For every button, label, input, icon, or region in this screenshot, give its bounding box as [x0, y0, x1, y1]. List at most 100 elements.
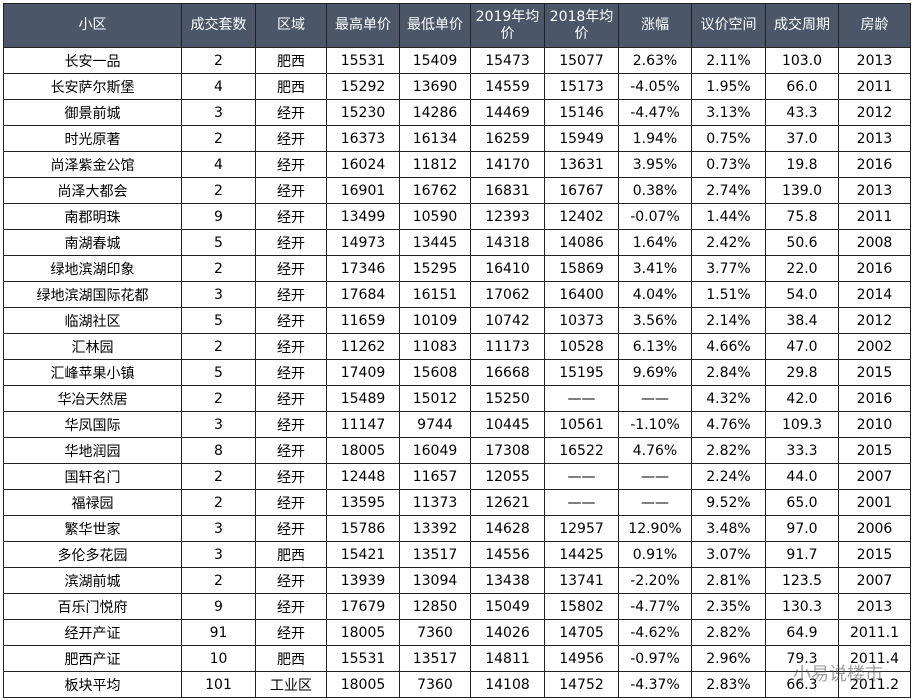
table-cell: 16024: [326, 151, 400, 178]
table-cell: 139.0: [765, 177, 839, 204]
table-cell: -0.07%: [618, 203, 692, 230]
table-cell: 经开: [255, 515, 327, 542]
table-cell: 16668: [470, 359, 545, 386]
table-cell: -4.62%: [618, 619, 692, 646]
table-cell: 16410: [470, 255, 545, 282]
table-cell: 14108: [470, 671, 545, 698]
table-cell: 2013: [838, 47, 911, 74]
table-cell: 7360: [399, 619, 471, 646]
table-row: 尚泽紫金公馆 4 经开 16024 11812 14170 13631 3.95% 0.73% 1…: [3, 151, 911, 178]
table-cell: 2: [181, 47, 256, 74]
table-cell: 11147: [326, 411, 400, 438]
table-cell: 2: [181, 255, 256, 282]
table-cell: 2016: [838, 255, 911, 282]
table-row: 长安萨尔斯堡 4 肥西 15292 13690 14559 15173 -4.05% 1.95%…: [3, 73, 911, 100]
table-cell: 15869: [544, 255, 619, 282]
table-cell: 2: [181, 385, 256, 412]
table-cell: 13499: [326, 203, 400, 230]
table-cell: 时光原著: [3, 125, 182, 152]
table-cell: 肥西: [255, 47, 327, 74]
table-cell: 肥西: [255, 645, 327, 672]
table-cell: 14559: [470, 73, 545, 100]
table-cell: 3.13%: [691, 99, 766, 126]
table-cell: 0.73%: [691, 151, 766, 178]
table-cell: 66.0: [765, 73, 839, 100]
table-cell: 1.94%: [618, 125, 692, 152]
table-cell: 91: [181, 619, 256, 646]
table-cell: 15786: [326, 515, 400, 542]
table-row: 福禄园 2 经开 13595 11373 12621 —— —— 9.52% 65.0 2001: [3, 489, 911, 516]
table-cell: 13392: [399, 515, 471, 542]
table-cell: 尚泽大都会: [3, 177, 182, 204]
table-cell: 16259: [470, 125, 545, 152]
table-row: 南湖春城 5 经开 14973 13445 14318 14086 1.64% 2.42% 50.…: [3, 229, 911, 256]
table-cell: 滨湖前城: [3, 567, 182, 594]
table-cell: 2.81%: [691, 567, 766, 594]
header-cell: 区域: [255, 3, 327, 48]
table-cell: -4.05%: [618, 73, 692, 100]
table-cell: 5: [181, 307, 256, 334]
table-cell: 14170: [470, 151, 545, 178]
table-cell: 2: [181, 489, 256, 516]
table-cell: 2.74%: [691, 177, 766, 204]
table-cell: 华冶天然居: [3, 385, 182, 412]
table-cell: 2: [181, 333, 256, 360]
table-cell: 经开: [255, 411, 327, 438]
table-cell: 14705: [544, 619, 619, 646]
table-cell: 2012: [838, 99, 911, 126]
table-cell: 18005: [326, 437, 400, 464]
table-cell: 9.69%: [618, 359, 692, 386]
header-row: 小区 成交套数 区域 最高单价 最低单价 2019年均价 2018年均价 涨幅 议价空间 成交周期…: [3, 3, 911, 48]
table-cell: 15146: [544, 99, 619, 126]
table-cell: 18005: [326, 619, 400, 646]
table-cell: 御景前城: [3, 99, 182, 126]
table-cell: 经开: [255, 333, 327, 360]
table-cell: 4.76%: [691, 411, 766, 438]
table-cell: 2.82%: [691, 437, 766, 464]
table-cell: 12.90%: [618, 515, 692, 542]
table-cell: 10: [181, 645, 256, 672]
table-cell: 华地润园: [3, 437, 182, 464]
table-cell: 6.13%: [618, 333, 692, 360]
table-row: 经开产证 91 经开 18005 7360 14026 14705 -4.62% 2.82% 64…: [3, 619, 911, 646]
table-cell: 17308: [470, 437, 545, 464]
table-cell: 16767: [544, 177, 619, 204]
table-cell: 10590: [399, 203, 471, 230]
data-table: 小区 成交套数 区域 最高单价 最低单价 2019年均价 2018年均价 涨幅 议价空间 成交周期…: [3, 3, 911, 698]
table-cell: 肥西产证: [3, 645, 182, 672]
table-cell: 经开: [255, 229, 327, 256]
table-cell: ——: [544, 385, 619, 412]
table-cell: 13517: [399, 645, 471, 672]
table-cell: 经开: [255, 385, 327, 412]
table-row: 华冶天然居 2 经开 15489 15012 15250 —— —— 4.32% 42.0 2016: [3, 385, 911, 412]
table-cell: -4.47%: [618, 99, 692, 126]
table-cell: -2.20%: [618, 567, 692, 594]
table-cell: ——: [618, 463, 692, 490]
table-cell: 2010: [838, 411, 911, 438]
table-cell: 2011.2: [838, 671, 911, 698]
table-cell: 79.3: [765, 645, 839, 672]
header-cell: 最高单价: [326, 3, 400, 48]
table-cell: 2.82%: [691, 619, 766, 646]
table-cell: 64.9: [765, 619, 839, 646]
table-cell: ——: [544, 489, 619, 516]
table-cell: 工业区: [255, 671, 327, 698]
table-cell: 9.52%: [691, 489, 766, 516]
table-cell: 0.38%: [618, 177, 692, 204]
table-cell: 42.0: [765, 385, 839, 412]
table-cell: 109.3: [765, 411, 839, 438]
table-cell: 11173: [470, 333, 545, 360]
table-cell: 15802: [544, 593, 619, 620]
table-cell: 板块平均: [3, 671, 182, 698]
table-row: 御景前城 3 经开 15230 14286 14469 15146 -4.47% 3.13% 43…: [3, 99, 911, 126]
table-cell: 12850: [399, 593, 471, 620]
table-cell: 2015: [838, 437, 911, 464]
table-cell: 103.0: [765, 47, 839, 74]
table-cell: 97.0: [765, 515, 839, 542]
table-cell: 17409: [326, 359, 400, 386]
table-cell: 2008: [838, 229, 911, 256]
table-cell: 2.83%: [691, 671, 766, 698]
table-cell: 多伦多花园: [3, 541, 182, 568]
header-cell: 2019年均价: [470, 3, 545, 48]
table-cell: 2013: [838, 593, 911, 620]
